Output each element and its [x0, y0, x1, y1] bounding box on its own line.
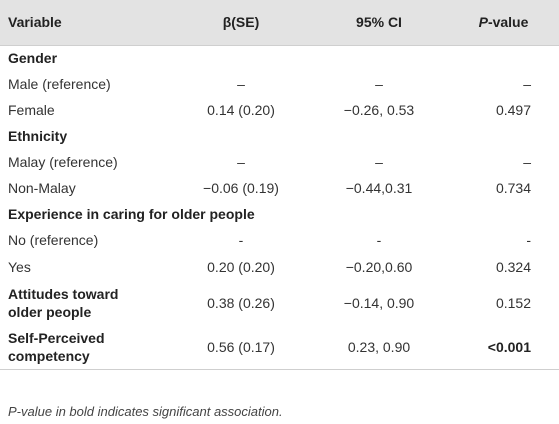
- p-cell: –: [523, 154, 531, 170]
- section-label: Gender: [8, 50, 58, 67]
- row-label: Female: [8, 102, 55, 118]
- header-p-suffix: -value: [487, 14, 529, 31]
- p-cell: –: [523, 76, 531, 92]
- table-row: Malay (reference) – – –: [0, 149, 559, 175]
- ci-cell: −0.26, 0.53: [343, 102, 415, 118]
- section-row-gender: Gender: [0, 45, 559, 71]
- beta-cell: -: [238, 232, 244, 248]
- header-p-value: P-value: [448, 0, 559, 46]
- beta-cell: –: [237, 76, 245, 92]
- section-row-experience: Experience in caring for older people: [0, 201, 559, 227]
- row-label: Self-Perceived competency: [0, 325, 172, 370]
- beta-cell: –: [237, 154, 245, 170]
- table-body: Gender Male (reference) – – – Female 0.1…: [0, 45, 559, 370]
- beta-cell: −0.06 (0.19): [203, 180, 279, 196]
- beta-cell: 0.20 (0.20): [207, 259, 275, 275]
- p-cell: -: [526, 232, 531, 248]
- ci-cell: −0.44,0.31: [345, 180, 413, 196]
- row-label: Yes: [8, 259, 31, 275]
- p-cell-significant: <0.001: [448, 325, 559, 370]
- section-label: Ethnicity: [8, 128, 68, 144]
- table-row: Female 0.14 (0.20) −0.26, 0.53 0.497: [0, 97, 559, 123]
- section-label: Experience in caring for older people: [8, 206, 255, 222]
- ci-cell: −0.14, 0.90: [343, 295, 415, 311]
- header-ci: 95% CI: [310, 0, 448, 46]
- row-label: No (reference): [8, 232, 99, 248]
- header-row: Variable β(SE) 95% CI P-value: [0, 0, 559, 46]
- footnote-text: -value in bold indicates significant ass…: [16, 404, 283, 419]
- table-footnote: P-value in bold indicates significant as…: [8, 404, 283, 419]
- row-label-line: competency: [8, 347, 90, 364]
- beta-cell: 0.38 (0.26): [207, 295, 275, 311]
- header-beta: β(SE): [172, 0, 310, 46]
- header-p-letter: P: [478, 14, 488, 31]
- row-label-line: Self-Perceived: [8, 329, 105, 346]
- p-cell: 0.497: [495, 102, 531, 118]
- table-row: Yes 0.20 (0.20) −0.20,0.60 0.324: [0, 253, 559, 281]
- header-variable: Variable: [0, 0, 172, 46]
- table-row: Non-Malay −0.06 (0.19) −0.44,0.31 0.734: [0, 175, 559, 201]
- regression-table: Variable β(SE) 95% CI P-value Gender Mal…: [0, 0, 559, 370]
- row-label: Non-Malay: [8, 180, 76, 196]
- ci-cell: –: [375, 76, 383, 92]
- row-label-line: older people: [8, 304, 92, 320]
- row-label: Attitudes toward older people: [0, 281, 172, 325]
- footnote-p-letter: P: [8, 404, 17, 419]
- row-label: Malay (reference): [8, 154, 118, 170]
- ci-cell: -: [376, 232, 382, 248]
- p-cell: 0.152: [495, 295, 531, 311]
- table-row: No (reference) - - -: [0, 227, 559, 253]
- row-label-line: Attitudes toward: [8, 286, 119, 302]
- ci-cell: −0.20,0.60: [345, 259, 413, 275]
- table-row: Male (reference) – – –: [0, 71, 559, 97]
- section-row-ethnicity: Ethnicity: [0, 123, 559, 149]
- beta-cell: 0.14 (0.20): [207, 102, 275, 118]
- table-row: Self-Perceived competency 0.56 (0.17) 0.2…: [0, 325, 559, 370]
- p-cell: 0.324: [495, 259, 531, 275]
- ci-cell: 0.23, 0.90: [310, 325, 448, 370]
- table-header: Variable β(SE) 95% CI P-value: [0, 0, 559, 46]
- ci-cell: –: [375, 154, 383, 170]
- p-cell: 0.734: [495, 180, 531, 196]
- table-row: Attitudes toward older people 0.38 (0.26)…: [0, 281, 559, 325]
- row-label: Male (reference): [8, 76, 111, 92]
- beta-cell: 0.56 (0.17): [172, 325, 310, 370]
